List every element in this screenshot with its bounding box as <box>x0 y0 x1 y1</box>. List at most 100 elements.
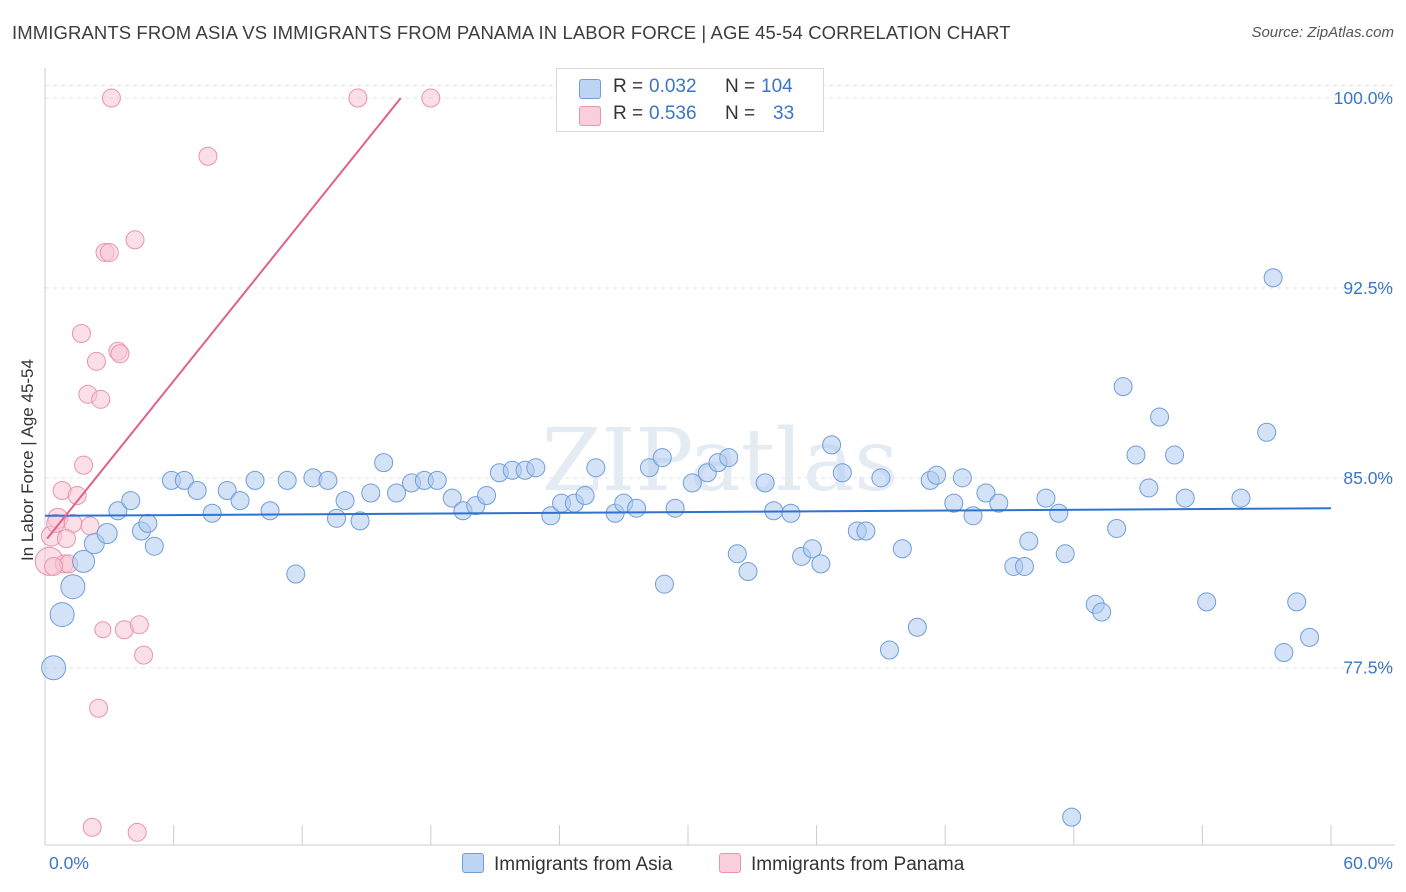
asia-point <box>654 574 674 594</box>
panama-swatch <box>579 106 601 126</box>
asia-point <box>652 448 672 468</box>
legend-n-value: 33 <box>773 103 795 124</box>
panama-point <box>82 817 102 837</box>
source-credit: Source: ZipAtlas.com <box>1251 24 1394 41</box>
panama-point <box>127 822 147 842</box>
y-tick-label: 85.0% <box>1343 468 1393 488</box>
panama-legend-label: Immigrants from Panama <box>751 854 965 875</box>
panama-point <box>129 615 149 635</box>
panama-point <box>67 486 87 506</box>
y-axis-label: In Labor Force | Age 45-54 <box>18 359 37 561</box>
asia-point <box>832 463 852 483</box>
asia-swatch <box>579 79 601 99</box>
panama-point <box>134 645 154 665</box>
asia-point <box>952 468 972 488</box>
panama-point <box>198 146 218 166</box>
asia-point <box>202 503 222 523</box>
asia-swatch <box>462 853 484 873</box>
asia-point <box>72 549 96 573</box>
panama-point <box>44 556 64 576</box>
tick-labels: 77.5% 85.0% 92.5% 100.0% 0.0% 60.0% <box>49 88 1393 873</box>
asia-point <box>277 470 297 490</box>
asia-point <box>1300 627 1320 647</box>
panama-point <box>94 621 112 639</box>
asia-point <box>374 453 394 473</box>
bottom-legend-asia: Immigrants from Asia <box>462 853 672 876</box>
asia-point <box>1107 518 1127 538</box>
asia-point <box>976 483 996 503</box>
asia-point <box>1113 377 1133 397</box>
asia-point <box>627 498 647 518</box>
asia-point <box>811 554 831 574</box>
asia-point <box>927 465 947 485</box>
panama-point <box>421 88 441 108</box>
asia-point <box>1150 407 1170 427</box>
asia-point <box>326 508 346 528</box>
asia-point <box>60 574 86 600</box>
asia-point <box>350 511 370 531</box>
y-tick-label: 92.5% <box>1343 278 1393 298</box>
asia-point <box>526 458 546 478</box>
asia-point <box>1231 488 1251 508</box>
asia-trend-line <box>44 507 1332 517</box>
asia-point <box>187 480 207 500</box>
panama-point <box>86 351 106 371</box>
x-tick-label: 60.0% <box>1343 853 1393 873</box>
asia-point <box>1274 643 1294 663</box>
asia-point <box>719 448 739 468</box>
asia-point <box>427 470 447 490</box>
asia-point <box>174 470 194 490</box>
panama-point <box>89 698 109 718</box>
asia-point <box>879 640 899 660</box>
series-panama-points <box>34 88 441 842</box>
asia-point <box>907 617 927 637</box>
axes <box>44 68 1395 846</box>
legend-n-value: 104 <box>761 76 793 97</box>
panama-point <box>74 455 94 475</box>
asia-point <box>318 470 338 490</box>
asia-point <box>1356 324 1374 342</box>
asia-point <box>1092 602 1112 622</box>
trend-lines <box>44 97 1332 540</box>
panama-point <box>80 516 100 536</box>
asia-point <box>1197 592 1217 612</box>
asia-point <box>230 491 250 511</box>
panama-point <box>110 344 130 364</box>
panama-point <box>101 88 121 108</box>
asia-point <box>871 468 891 488</box>
asia-point <box>989 493 1009 513</box>
asia-point <box>1015 556 1035 576</box>
asia-point <box>586 458 606 478</box>
asia-point <box>217 480 237 500</box>
x-tick-label: 0.0% <box>49 853 89 873</box>
legend-r-value: 0.032 <box>649 76 697 97</box>
asia-point <box>387 483 407 503</box>
series-asia-points <box>41 268 1374 827</box>
legend-r-label: R = <box>613 103 644 124</box>
asia-point <box>1175 488 1195 508</box>
panama-point <box>125 230 145 250</box>
legend-r-value: 0.536 <box>649 103 697 124</box>
panama-point <box>91 389 111 409</box>
asia-point <box>41 655 67 681</box>
asia-point <box>781 503 801 523</box>
grid-lines <box>45 84 1395 669</box>
asia-point <box>1036 488 1056 508</box>
asia-point <box>1287 592 1307 612</box>
asia-point <box>1139 478 1159 498</box>
panama-swatch <box>719 853 741 873</box>
asia-point <box>822 435 842 455</box>
legend-n-label: N = <box>725 103 756 124</box>
asia-point <box>49 602 75 628</box>
asia-point <box>639 458 659 478</box>
asia-point <box>892 539 912 559</box>
asia-point <box>361 483 381 503</box>
panama-point <box>71 323 91 343</box>
asia-legend-label: Immigrants from Asia <box>494 854 673 875</box>
asia-point <box>738 562 758 582</box>
asia-point <box>727 544 747 564</box>
asia-point <box>1263 268 1283 288</box>
asia-point <box>665 498 685 518</box>
asia-point <box>260 501 280 521</box>
asia-point <box>1049 503 1069 523</box>
